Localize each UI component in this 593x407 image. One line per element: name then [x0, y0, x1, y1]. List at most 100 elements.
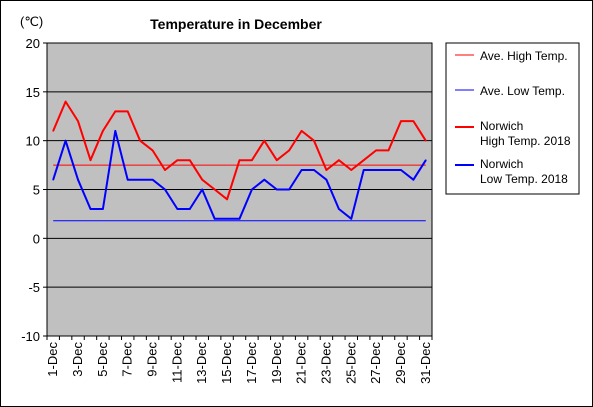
data-point: [400, 120, 402, 122]
data-point: [201, 188, 204, 191]
data-point: [300, 130, 303, 132]
legend: Ave. High Temp.Ave. Low Temp.Norwich High…: [455, 49, 571, 186]
legend-label-line: Norwich: [480, 157, 523, 171]
data-point: [338, 159, 340, 161]
data-point: [350, 218, 353, 220]
data-point: [176, 159, 179, 161]
x-tick-label: 27-Dec: [368, 342, 383, 384]
legend-label: Norwich High Temp. 2018: [480, 119, 571, 148]
legend-label-line: Low Temp. 2018: [480, 172, 568, 186]
data-point: [201, 178, 204, 181]
data-point: [263, 139, 266, 142]
data-point: [226, 198, 228, 201]
data-point: [400, 169, 402, 171]
x-tick-label: 23-Dec: [318, 342, 333, 384]
data-series: [52, 100, 427, 222]
y-tick-label: -5: [28, 280, 40, 295]
data-point: [151, 149, 154, 152]
data-point: [64, 139, 67, 142]
x-tick-label: 5-Dec: [95, 342, 110, 377]
data-point: [275, 159, 278, 161]
legend-label-line: High Temp. 2018: [480, 134, 571, 148]
data-point: [89, 159, 92, 161]
y-tick-label: 5: [33, 183, 40, 198]
data-point: [275, 188, 278, 191]
data-point: [251, 159, 253, 161]
data-point: [338, 208, 340, 210]
legend-label-line: Ave. Low Temp.: [480, 84, 565, 98]
x-tick-label: 11-Dec: [169, 342, 184, 383]
legend-label: Ave. High Temp.: [480, 49, 568, 63]
y-axis-unit-label: (℃): [20, 14, 43, 29]
x-tick-label: 7-Dec: [120, 342, 135, 377]
data-point: [151, 178, 154, 181]
data-point: [102, 208, 104, 210]
x-tick-label: 21-Dec: [294, 342, 309, 384]
data-point: [238, 159, 241, 161]
data-point: [189, 159, 191, 161]
legend-box: [445, 42, 580, 195]
x-tick-label: 17-Dec: [244, 342, 259, 384]
data-point: [375, 169, 377, 171]
legend-label: Ave. Low Temp.: [480, 84, 565, 98]
data-point: [52, 130, 55, 132]
legend-label: Norwich Low Temp. 2018: [480, 157, 568, 186]
x-tick-label: 29-Dec: [393, 342, 408, 384]
x-tick-label: 9-Dec: [145, 342, 160, 377]
data-point: [362, 159, 365, 161]
y-tick-label: 10: [26, 134, 40, 149]
data-point: [424, 139, 427, 142]
data-point: [313, 169, 315, 171]
data-point: [350, 169, 353, 171]
data-point: [300, 169, 303, 171]
x-tick-label: 1-Dec: [45, 342, 60, 377]
x-tick-label: 25-Dec: [343, 342, 358, 384]
y-tick-label: 15: [26, 85, 40, 100]
data-point: [251, 188, 253, 191]
data-point: [89, 208, 92, 210]
x-tick-label: 3-Dec: [70, 342, 85, 377]
data-point: [263, 178, 266, 181]
data-point: [213, 218, 216, 220]
legend-label-line: Ave. High Temp.: [480, 49, 568, 63]
data-point: [77, 178, 79, 181]
data-point: [325, 178, 328, 181]
y-tick-label: 20: [26, 36, 40, 51]
data-point: [126, 110, 129, 113]
x-tick-label: 13-Dec: [194, 342, 209, 384]
data-point: [238, 218, 241, 220]
x-tick-label: 19-Dec: [269, 342, 284, 384]
data-point: [226, 218, 228, 220]
y-axis-ticks: -10 -5 0 5 10 15 20: [21, 36, 47, 344]
data-point: [176, 208, 179, 210]
data-point: [139, 178, 141, 181]
y-tick-label: -10: [21, 329, 40, 344]
data-point: [213, 188, 216, 191]
data-point: [189, 208, 191, 210]
data-point: [412, 120, 415, 122]
chart-title: Temperature in December: [150, 16, 322, 32]
data-point: [126, 178, 129, 181]
data-point: [387, 149, 390, 152]
legend-label-line: Norwich: [480, 119, 523, 133]
data-point: [387, 169, 390, 171]
data-point: [102, 130, 104, 132]
data-point: [114, 110, 117, 113]
x-tick-label: 15-Dec: [219, 342, 234, 384]
data-point: [64, 100, 67, 103]
data-point: [139, 139, 141, 142]
data-point: [114, 130, 117, 132]
data-point: [325, 169, 328, 171]
data-point: [164, 188, 166, 191]
data-point: [52, 178, 55, 181]
data-point: [412, 178, 415, 181]
gridlines: [47, 91, 432, 288]
x-tick-label: 31-Dec: [418, 342, 433, 384]
data-point: [313, 139, 315, 142]
y-tick-label: 0: [33, 231, 40, 246]
data-point: [288, 149, 290, 152]
x-axis-ticks: 1-Dec 3-Dec 5-Dec 7-Dec 9-Dec 11-Dec 13-Dec 15-…: [45, 336, 433, 384]
data-point: [77, 120, 79, 122]
data-point: [164, 169, 166, 171]
